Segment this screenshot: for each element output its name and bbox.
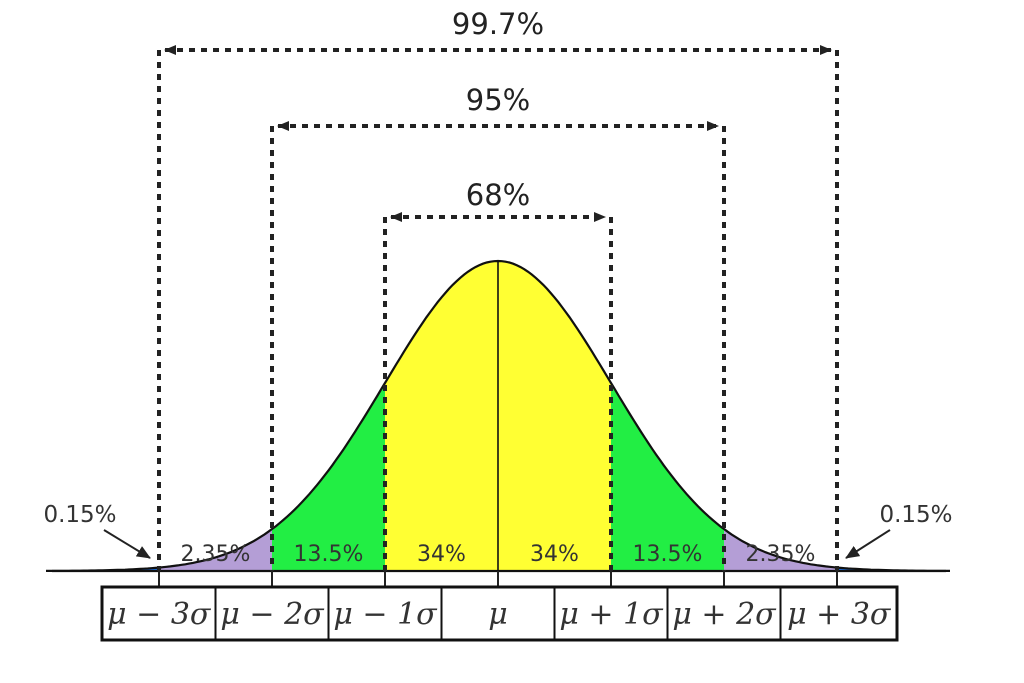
axis-label-3: μ [488, 597, 508, 632]
region-3 [498, 261, 611, 571]
region-label-2: 34% [417, 542, 466, 567]
axis-label-0: μ − 3σ [107, 597, 212, 632]
axis-label-5: μ + 2σ [672, 597, 777, 632]
axis-label-2: μ − 1σ [333, 597, 438, 632]
axis-label-box [100, 585, 899, 642]
region-labels: 2.35% 13.5% 34% 34% 13.5% 2.35% 0.15% 0.15% [43, 502, 952, 567]
region-label-1: 13.5% [294, 542, 364, 567]
axis-label-1: μ − 2σ [220, 597, 325, 632]
tail-arrow-left [103, 529, 151, 559]
axis-label-4: μ + 1σ [559, 597, 664, 632]
tail-arrow-right [845, 529, 891, 559]
range-brackets: 99.7% 95% 68% [157, 7, 839, 571]
region-label-4: 13.5% [633, 542, 703, 567]
tail-label-left: 0.15% [43, 502, 116, 528]
range-label-1: 95% [466, 83, 530, 117]
region-2 [385, 261, 498, 571]
region-label-0: 2.35% [181, 542, 251, 567]
range-label-2: 68% [466, 178, 530, 212]
range-bracket-1: 95% [270, 83, 726, 571]
sigma-axis: μ − 3σ μ − 2σ μ − 1σ μ μ + 1σ μ + 2σ μ + 3σ [100, 571, 899, 642]
region-label-5: 2.35% [746, 542, 816, 567]
axis-label-6: μ + 3σ [787, 597, 892, 632]
range-bracket-0: 99.7% [157, 7, 839, 571]
tail-label-right: 0.15% [879, 502, 952, 528]
range-label-0: 99.7% [452, 7, 544, 41]
region-0 [159, 529, 272, 571]
region-5 [724, 529, 837, 571]
bell-curve-layer [46, 259, 950, 585]
range-bracket-2: 68% [383, 178, 613, 571]
region-label-3: 34% [530, 542, 579, 567]
